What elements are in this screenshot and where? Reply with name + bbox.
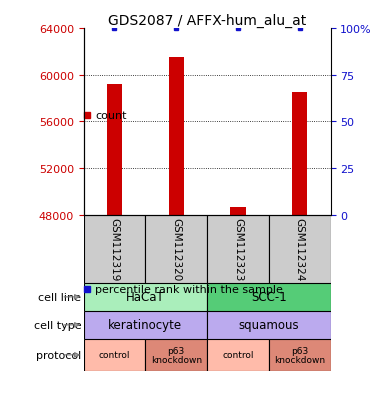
Text: GSM112323: GSM112323: [233, 218, 243, 281]
Bar: [84, 311, 207, 339]
Bar: [269, 215, 331, 283]
Bar: [84, 283, 207, 311]
Bar: [107, 85, 122, 215]
Bar: [207, 339, 269, 371]
Text: SCC-1: SCC-1: [251, 291, 287, 304]
Text: keratinocyte: keratinocyte: [108, 318, 182, 332]
Title: GDS2087 / AFFX-hum_alu_at: GDS2087 / AFFX-hum_alu_at: [108, 14, 306, 28]
Bar: [84, 339, 145, 371]
Bar: [145, 215, 207, 283]
Bar: [84, 215, 145, 283]
Bar: [207, 283, 331, 311]
Bar: [145, 339, 207, 371]
Text: GSM112324: GSM112324: [295, 218, 305, 281]
Text: control: control: [222, 351, 254, 359]
Text: GSM112319: GSM112319: [109, 218, 119, 281]
Text: cell line: cell line: [38, 292, 81, 302]
Text: GSM112320: GSM112320: [171, 218, 181, 281]
Bar: [292, 93, 307, 215]
Bar: [230, 207, 246, 215]
Text: p63
knockdown: p63 knockdown: [150, 346, 202, 364]
Text: protocol: protocol: [36, 350, 81, 360]
Text: p63
knockdown: p63 knockdown: [274, 346, 325, 364]
Text: squamous: squamous: [239, 318, 299, 332]
Text: cell type: cell type: [33, 320, 81, 330]
Text: count: count: [95, 111, 127, 121]
Bar: [168, 58, 184, 215]
Text: control: control: [99, 351, 130, 359]
Text: HaCaT: HaCaT: [126, 291, 165, 304]
Text: percentile rank within the sample: percentile rank within the sample: [95, 284, 283, 294]
Bar: [207, 311, 331, 339]
Bar: [269, 339, 331, 371]
Bar: [207, 215, 269, 283]
